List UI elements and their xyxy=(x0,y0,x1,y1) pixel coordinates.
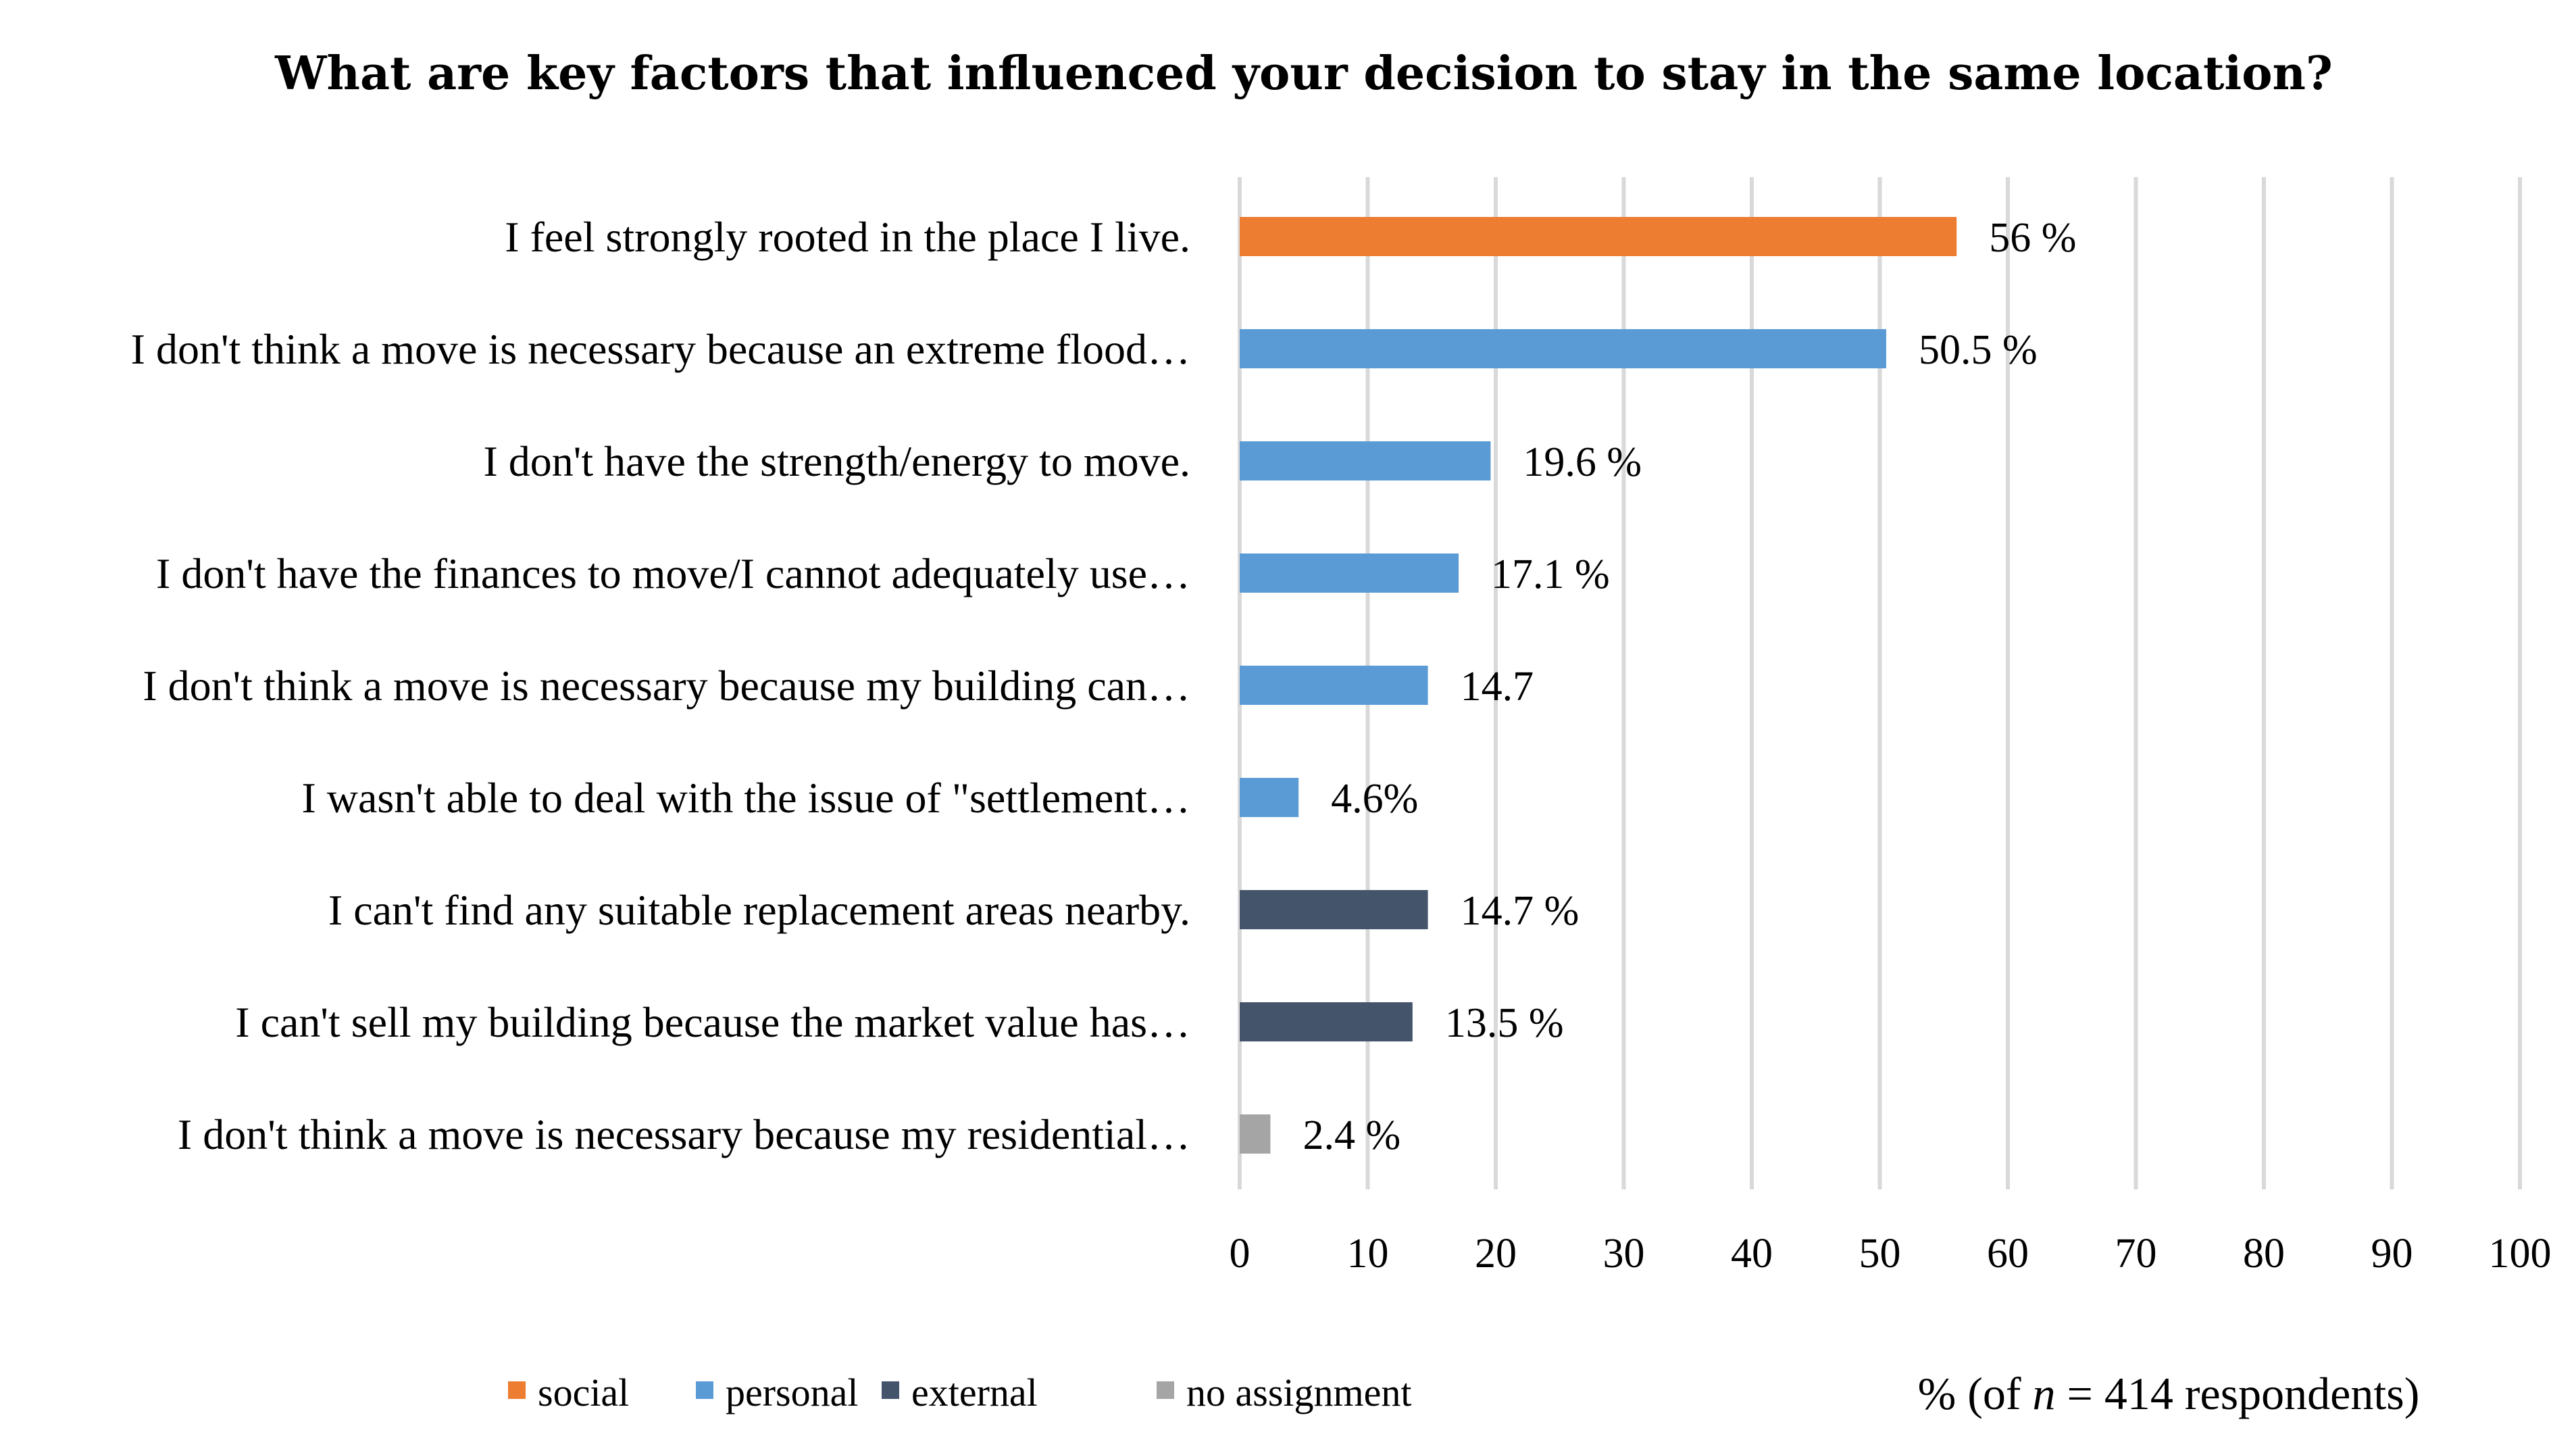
category-label: I don't have the strength/energy to move… xyxy=(483,437,1190,485)
legend-swatch-no-assignment xyxy=(1157,1381,1174,1399)
category-label: I don't think a move is necessary becaus… xyxy=(178,1110,1190,1158)
gridlines xyxy=(1238,177,2522,1189)
data-label: 17.1 % xyxy=(1491,551,1610,597)
x-axis-title-suffix: = 414 respondents) xyxy=(2056,1368,2420,1419)
data-label: 19.6 % xyxy=(1523,439,1642,485)
data-label: 50.5 % xyxy=(1919,327,2038,373)
x-tick-label: 50 xyxy=(1859,1231,1901,1277)
bar-6-personal xyxy=(1240,778,1299,817)
x-axis-title-n: n xyxy=(2033,1368,2056,1419)
legend-swatch-personal xyxy=(696,1381,713,1399)
data-label: 14.7 % xyxy=(1461,888,1580,934)
x-tick-label: 0 xyxy=(1230,1231,1251,1277)
data-label: 4.6% xyxy=(1331,776,1418,822)
legend-label: no assignment xyxy=(1186,1371,1411,1414)
x-tick-label: 70 xyxy=(2115,1231,2157,1277)
x-tick-label: 20 xyxy=(1475,1231,1517,1277)
x-tick-label: 10 xyxy=(1347,1231,1389,1277)
x-tick-label: 40 xyxy=(1731,1231,1773,1277)
bar-1-social xyxy=(1240,217,1957,256)
legend-swatch-social xyxy=(508,1381,526,1399)
category-label: I don't think a move is necessary becaus… xyxy=(131,325,1190,373)
chart-title: What are key factors that influenced you… xyxy=(274,47,2333,101)
legend-swatch-external xyxy=(882,1381,899,1399)
legend-label: external xyxy=(911,1371,1038,1414)
bars xyxy=(1240,217,1957,1154)
category-label: I can't find any suitable replacement ar… xyxy=(328,886,1190,934)
category-label: I can't sell my building because the mar… xyxy=(235,998,1190,1046)
x-axis-title: % (of n = 414 respondents) xyxy=(1918,1368,2420,1419)
bar-2-personal xyxy=(1240,329,1886,368)
x-tick-label: 90 xyxy=(2371,1231,2413,1277)
bar-8-external xyxy=(1240,1002,1413,1041)
category-label: I don't have the finances to move/I cann… xyxy=(156,549,1190,597)
data-label: 13.5 % xyxy=(1445,1000,1564,1046)
data-label: 56 % xyxy=(1989,215,2076,261)
legend-label: personal xyxy=(726,1371,859,1414)
data-labels: 56 % 50.5 % 19.6 % 17.1 % 14.7 4.6% 14.7 % 13.5… xyxy=(1303,215,2076,1158)
category-label: I don't think a move is necessary becaus… xyxy=(143,662,1190,710)
data-label: 14.7 xyxy=(1461,664,1534,710)
bar-7-external xyxy=(1240,890,1428,929)
x-tick-label: 100 xyxy=(2489,1231,2552,1277)
category-label: I wasn't able to deal with the issue of … xyxy=(301,774,1190,822)
x-axis-title-prefix: % (of xyxy=(1918,1368,2033,1419)
bar-5-personal xyxy=(1240,666,1428,705)
data-label: 2.4 % xyxy=(1303,1112,1400,1158)
x-tick-label: 30 xyxy=(1603,1231,1645,1277)
category-labels: I feel strongly rooted in the place I li… xyxy=(131,213,1190,1158)
legend: social personal external no assignment xyxy=(508,1371,1411,1414)
bar-3-personal xyxy=(1240,441,1491,481)
legend-label: social xyxy=(538,1371,629,1414)
category-label: I feel strongly rooted in the place I li… xyxy=(505,213,1190,261)
x-tick-label: 60 xyxy=(1987,1231,2029,1277)
bar-9-no-assignment xyxy=(1240,1114,1271,1154)
x-tick-label: 80 xyxy=(2243,1231,2285,1277)
x-tick-labels: 0 10 20 30 40 50 60 70 80 90 100 xyxy=(1230,1231,2552,1277)
bar-4-personal xyxy=(1240,553,1459,593)
